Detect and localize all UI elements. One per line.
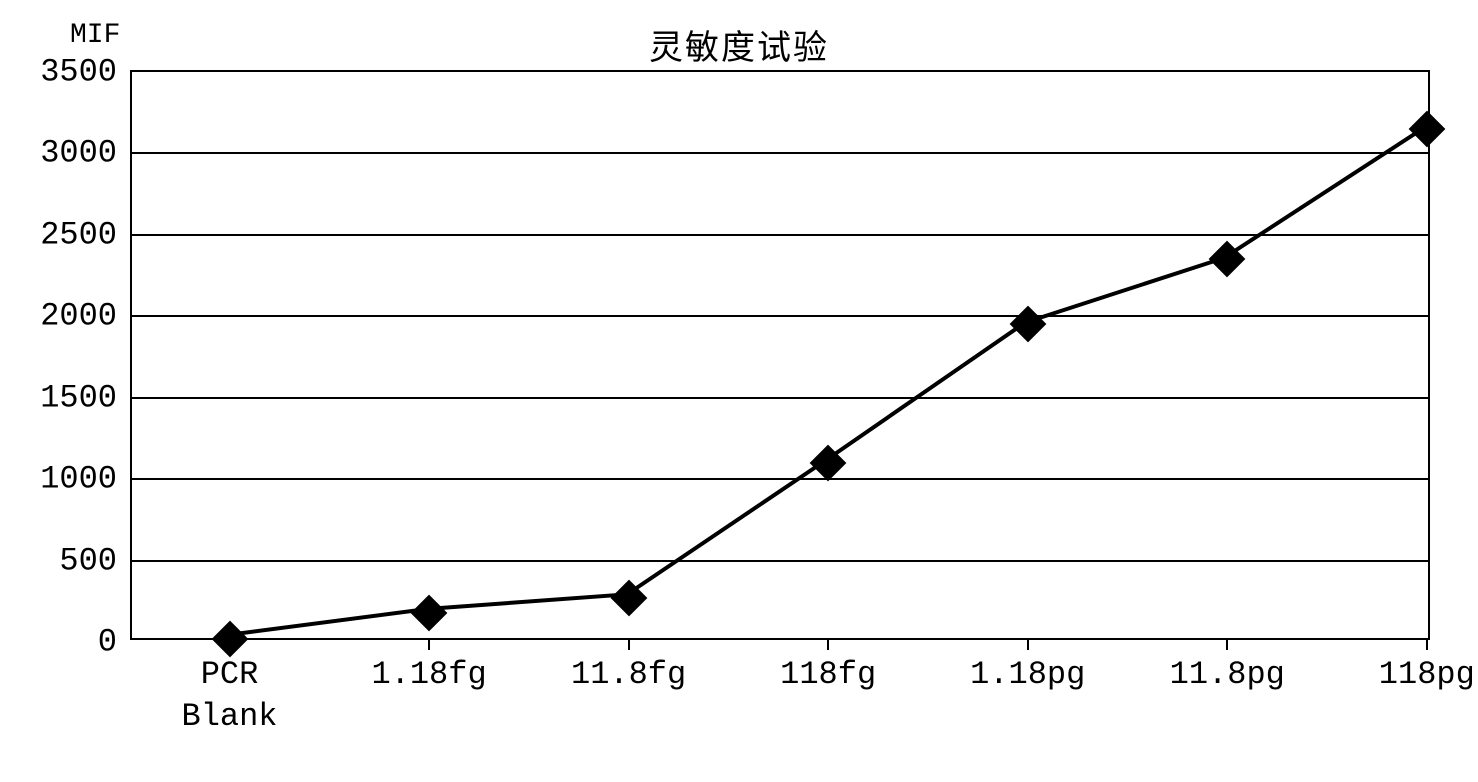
plot-area: 0500100015002000250030003500PCRBlank1.18…	[130, 70, 1430, 640]
y-tick-label: 1500	[40, 379, 117, 416]
y-tick-label: 0	[98, 624, 117, 661]
y-tick-label: 3000	[40, 135, 117, 172]
grid-line	[132, 397, 1428, 399]
grid-line	[132, 315, 1428, 317]
x-tick	[1426, 638, 1428, 650]
x-tick	[428, 638, 430, 650]
x-tick-label: 118fg	[780, 654, 876, 696]
y-tick-label: 2500	[40, 216, 117, 253]
y-tick-label: 500	[59, 542, 117, 579]
x-tick	[628, 638, 630, 650]
diamond-marker-icon	[1009, 306, 1046, 343]
x-tick	[1027, 638, 1029, 650]
diamond-marker-icon	[1408, 111, 1445, 148]
x-tick-label: PCRBlank	[181, 654, 277, 737]
chart-title: 灵敏度试验	[649, 20, 829, 69]
diamond-marker-icon	[810, 444, 847, 481]
diamond-marker-icon	[610, 580, 647, 617]
y-axis-title: MIF	[70, 20, 120, 51]
diamond-marker-icon	[211, 620, 248, 657]
y-tick-label: 1000	[40, 461, 117, 498]
chart-container: MIF 灵敏度试验 0500100015002000250030003500PC…	[20, 20, 1458, 762]
diamond-marker-icon	[1209, 241, 1246, 278]
grid-line	[132, 560, 1428, 562]
x-tick-label: 118pg	[1379, 654, 1475, 696]
x-tick-label: 11.8pg	[1170, 654, 1285, 696]
x-tick	[1226, 638, 1228, 650]
grid-line	[132, 478, 1428, 480]
grid-line	[132, 234, 1428, 236]
x-tick-label: 1.18fg	[371, 654, 486, 696]
data-line-svg	[132, 72, 1428, 638]
diamond-marker-icon	[411, 594, 448, 631]
y-tick-label: 3500	[40, 54, 117, 91]
y-tick-label: 2000	[40, 298, 117, 335]
x-tick-label: 1.18pg	[970, 654, 1085, 696]
grid-line	[132, 152, 1428, 154]
x-tick	[827, 638, 829, 650]
x-tick-label: 11.8fg	[571, 654, 686, 696]
